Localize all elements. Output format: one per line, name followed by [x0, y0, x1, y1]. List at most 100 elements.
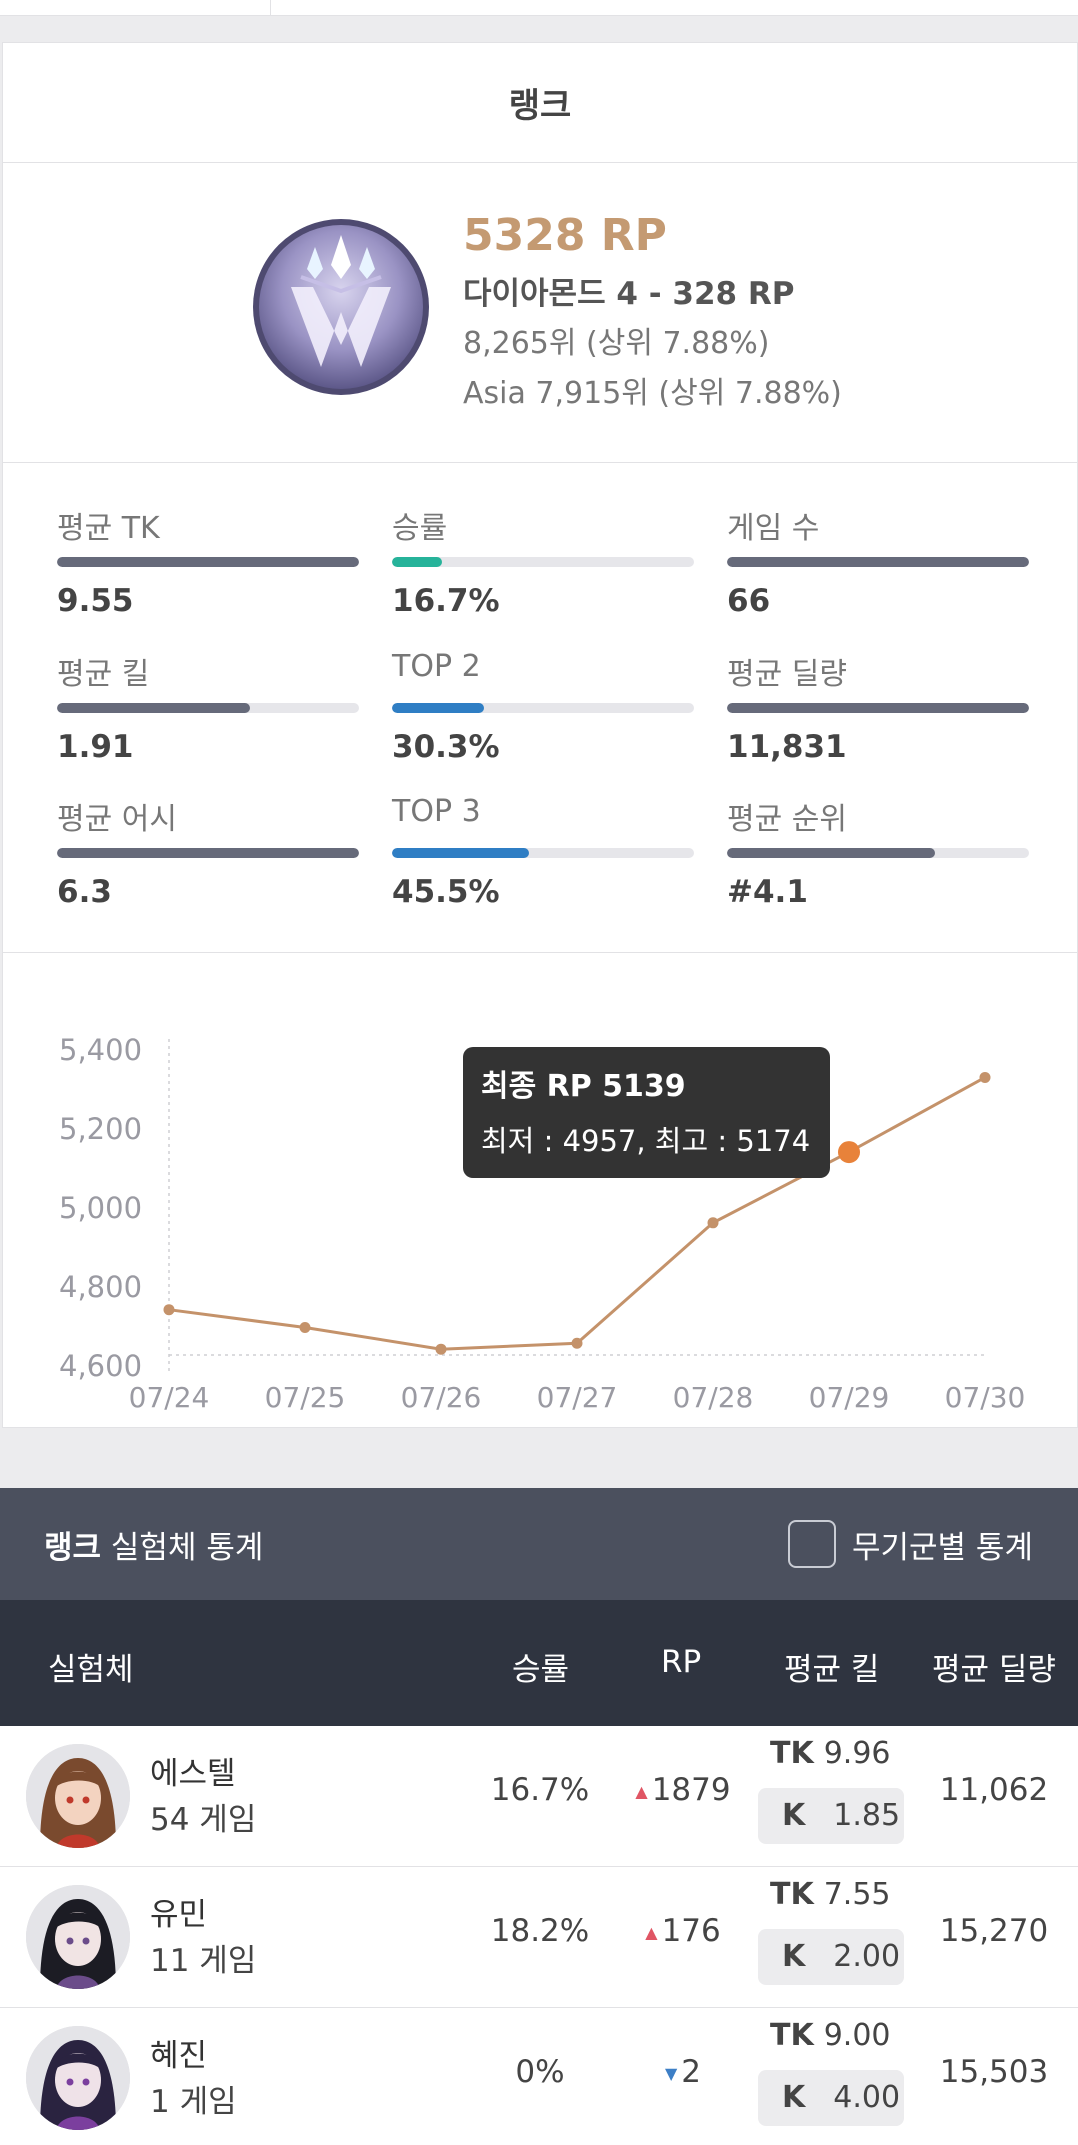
chart-point — [571, 1337, 583, 1349]
chart-point — [707, 1217, 719, 1229]
stat-item: 평균 딜량 11,831 — [727, 649, 1029, 789]
stat-bar — [392, 848, 694, 858]
tk-value: 7.55 — [823, 1877, 891, 1912]
col-character[interactable]: 실험체 — [48, 1652, 134, 1688]
chart-point — [163, 1304, 175, 1316]
stat-bar — [727, 848, 1029, 858]
stat-item: 승률 16.7% — [392, 503, 694, 643]
chart-highlight-point — [838, 1141, 860, 1164]
stat-value: 11,831 — [727, 729, 847, 765]
tier-section: 5328 RP 다이아몬드 4 - 328 RP 8,265위 (상위 7.88… — [3, 163, 1077, 463]
character-row[interactable]: 에스텔 54 게임 16.7% ▲ 1879 TK 9.96 K 1.85 11,062 — [0, 1726, 1078, 1867]
rank-card-title: 랭크 — [3, 43, 1077, 163]
character-rp-value: 2 — [681, 2054, 702, 2090]
stat-bar-fill — [57, 557, 359, 567]
character-avatar — [26, 2026, 130, 2130]
chart-point — [979, 1071, 991, 1083]
stat-label: 평균 순위 — [727, 802, 847, 837]
stat-item: 게임 수 66 — [727, 503, 1029, 643]
stat-label: 평균 어시 — [57, 802, 177, 837]
col-winrate[interactable]: 승률 — [512, 1652, 570, 1688]
chart-y-tick-label: 4,600 — [59, 1349, 142, 1383]
region-rank: Asia 7,915위 (상위 7.88%) — [463, 376, 842, 411]
character-tk: TK 9.00 — [770, 2018, 891, 2053]
stat-item: TOP 2 30.3% — [392, 649, 694, 789]
tooltip-title: 최종 RP 5139 — [481, 1069, 686, 1104]
chart-y-tick-label: 5,000 — [59, 1191, 142, 1225]
character-stats-header: 랭크 실험체 통계 무기군별 통계 — [0, 1488, 1078, 1600]
stat-bar — [727, 703, 1029, 713]
stat-bar — [57, 703, 359, 713]
tier-rp: 5328 RP — [463, 210, 667, 261]
stat-value: 45.5% — [392, 874, 500, 910]
character-damage: 11,062 — [939, 1772, 1049, 1808]
chart-x-tick-label: 07/29 — [809, 1381, 890, 1414]
character-tk: TK 7.55 — [770, 1877, 891, 1912]
k-value: 1.85 — [833, 1798, 901, 1833]
col-avg-damage[interactable]: 평균 딜량 — [932, 1652, 1056, 1688]
character-k-badge: K 4.00 — [758, 2070, 904, 2126]
stat-bar-fill — [392, 703, 484, 713]
character-games: 1 게임 — [150, 2084, 237, 2120]
chart-x-tick-label: 07/28 — [673, 1381, 754, 1414]
k-label: K — [782, 1798, 806, 1833]
character-name: 에스텔 — [150, 1756, 236, 1792]
stat-label: 평균 TK — [57, 511, 160, 546]
character-winrate: 0% — [515, 2054, 565, 2090]
stat-item: 평균 순위 #4.1 — [727, 794, 1029, 934]
weapon-group-checkbox[interactable] — [788, 1520, 836, 1568]
character-stats-section: 랭크 실험체 통계 무기군별 통계 실험체 승률 RP 평균 킬 평균 딜량 에… — [0, 1488, 1078, 2145]
stat-value: 30.3% — [392, 729, 500, 765]
stat-label: 평균 딜량 — [727, 657, 847, 692]
stat-value: 9.55 — [57, 583, 134, 619]
weapon-group-checkbox-label[interactable]: 무기군별 통계 — [852, 1530, 1033, 1566]
character-row[interactable]: 혜진 1 게임 0% ▼ 2 TK 9.00 K 4.00 15,503 — [0, 2008, 1078, 2145]
col-avg-kill[interactable]: 평균 킬 — [784, 1652, 880, 1688]
k-label: K — [782, 1939, 806, 1974]
top-strip — [0, 0, 1078, 16]
chart-tooltip: 최종 RP 5139 최저 : 4957, 최고 : 5174 — [463, 1047, 830, 1178]
title-rank-word: 랭크 — [44, 1530, 102, 1566]
stat-label: 평균 킬 — [57, 657, 150, 692]
stat-bar — [57, 557, 359, 567]
stat-bar — [392, 703, 694, 713]
stat-bar-fill — [727, 848, 936, 858]
chart-x-tick-label: 07/26 — [401, 1381, 482, 1414]
stat-value: 6.3 — [57, 874, 112, 910]
tooltip-detail: 최저 : 4957, 최고 : 5174 — [481, 1124, 811, 1158]
tk-label: TK — [770, 2018, 814, 2053]
stat-bar-fill — [57, 848, 359, 858]
stat-bar-fill — [392, 557, 443, 567]
tk-label: TK — [770, 1736, 814, 1771]
stats-grid: 평균 TK 9.55 승률 16.7% 게임 수 66 평균 킬 1.91 TOP 2 30.3%… — [3, 463, 1077, 953]
stat-item: TOP 3 45.5% — [392, 794, 694, 934]
tk-label: TK — [770, 1877, 814, 1912]
stat-value: 66 — [727, 583, 771, 619]
chart-point — [435, 1343, 447, 1355]
stat-bar — [57, 848, 359, 858]
character-row[interactable]: 유민 11 게임 18.2% ▲ 176 TK 7.55 K 2.00 15,270 — [0, 1867, 1078, 2008]
stat-value: 16.7% — [392, 583, 500, 619]
character-stats-title: 랭크 실험체 통계 — [44, 1522, 263, 1567]
character-rp-value: 1879 — [651, 1772, 731, 1808]
character-name: 유민 — [150, 1897, 208, 1933]
character-damage: 15,270 — [939, 1913, 1049, 1949]
stat-bar-fill — [57, 703, 251, 713]
character-name: 혜진 — [150, 2038, 208, 2074]
chart-y-tick-label: 4,800 — [59, 1270, 142, 1304]
character-winrate: 16.7% — [490, 1772, 590, 1808]
tier-info: 5328 RP 다이아몬드 4 - 328 RP 8,265위 (상위 7.88… — [463, 203, 842, 419]
stat-label: 승률 — [392, 511, 448, 546]
chart-point — [299, 1321, 311, 1333]
tk-value: 9.00 — [823, 2018, 891, 2053]
character-games: 11 게임 — [150, 1943, 257, 1979]
triangle-up-icon: ▲ — [645, 1923, 658, 1942]
stat-bar-fill — [727, 557, 1029, 567]
top-strip-divider — [270, 0, 271, 16]
col-rp[interactable]: RP — [661, 1644, 702, 1680]
chart-x-tick-label: 07/27 — [537, 1381, 618, 1414]
chart-y-tick-label: 5,400 — [59, 1033, 142, 1067]
triangle-down-icon: ▼ — [664, 2064, 678, 2083]
stat-label: TOP 2 — [392, 649, 481, 684]
